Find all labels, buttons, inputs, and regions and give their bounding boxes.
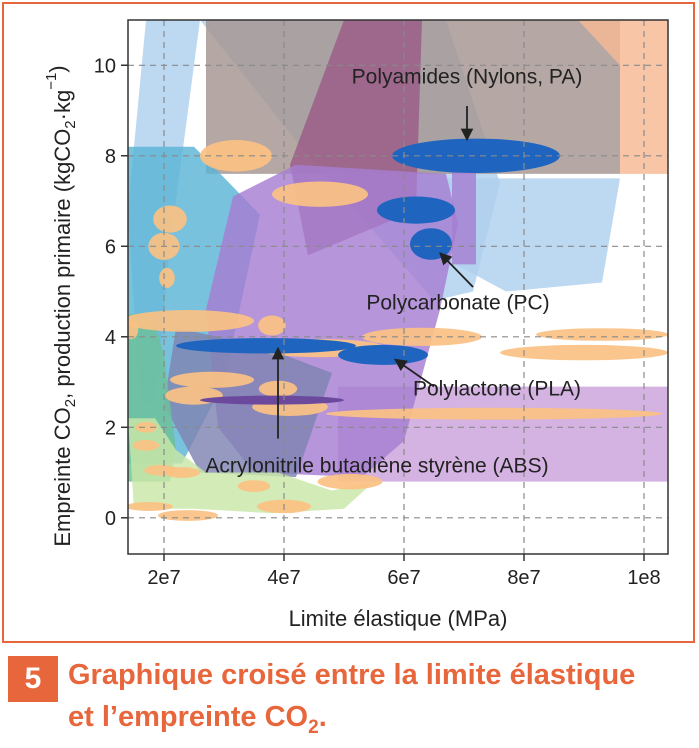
material-ellipse-orange-5	[128, 310, 254, 332]
y-axis-title-part-0: Empreinte CO	[50, 407, 75, 546]
caption-line-2-main: et l’empreinte CO	[68, 701, 309, 733]
annotation-arrow-1	[439, 252, 474, 288]
region-purple-9	[452, 160, 476, 265]
material-ellipse-darkpurple-0	[200, 395, 344, 405]
annotation-label-3: Acrylonitrile butadiène styrène (ABS)	[205, 455, 548, 478]
x-tick-label-4: 1e8	[627, 567, 660, 589]
figure-number: 5	[8, 656, 58, 702]
regions-layer	[128, 20, 668, 514]
material-ellipse-orange-8	[362, 327, 482, 346]
caption-line-2-end: .	[318, 701, 327, 733]
material-ellipse-orange-4	[159, 267, 175, 288]
ellipses-layer	[128, 138, 668, 521]
material-ellipse-orange-6	[258, 315, 286, 336]
x-tick-label-0: 2e7	[147, 567, 180, 589]
annotation-arrow-2	[393, 358, 435, 388]
y-axis-title-part-6: )	[45, 65, 70, 72]
x-tick-label-3: 8e7	[507, 567, 540, 589]
annotation-label-2: Polylactone (PLA)	[413, 378, 581, 401]
region-lightgreen-12	[128, 418, 374, 514]
annotations-layer: Polyamides (Nylons, PA) Polycarbonate (PC…	[205, 65, 582, 477]
y-axis-title-part-3: 2	[62, 120, 79, 128]
material-ellipse-orange-24	[158, 510, 218, 521]
caption-line-2: et l’empreinte CO2.	[68, 701, 327, 739]
y-axis-title-part-5: −1	[43, 73, 60, 90]
material-ellipse-blue-1	[377, 196, 455, 224]
y-tick-label-5: 10	[94, 55, 116, 77]
material-ellipse-orange-20	[237, 480, 271, 492]
material-ellipse-orange-25	[128, 320, 139, 340]
x-axis-title: Limite élastique (MPa)	[289, 606, 508, 631]
y-axis-title-part-2: , production primaire (kgCO	[50, 129, 75, 399]
material-ellipse-orange-10	[500, 344, 668, 361]
y-axis-title-part-4: ·kg	[50, 90, 75, 121]
x-tick-label-1: 4e7	[267, 567, 300, 589]
material-ellipse-blue-3	[176, 338, 356, 354]
y-tick-label-4: 8	[105, 146, 116, 168]
material-ellipse-orange-0	[200, 140, 272, 172]
material-ellipse-blue-0	[392, 138, 560, 173]
material-ellipse-orange-2	[153, 205, 187, 233]
plot-border	[127, 19, 669, 555]
material-ellipse-orange-16	[135, 421, 157, 433]
material-ellipse-orange-1	[272, 181, 368, 207]
grid-layer	[128, 20, 668, 554]
y-axis-title-part-1: 2	[62, 399, 79, 407]
material-ellipse-orange-17	[132, 440, 160, 451]
material-ellipse-orange-15	[326, 407, 662, 420]
chart: 2e7 4e7 6e7 8e7 1e8 0 2 4 6 8 10 Polyamides (Nylon…	[43, 19, 669, 631]
material-ellipse-orange-19	[164, 467, 200, 478]
y-tick-label-1: 2	[105, 417, 116, 439]
caption-line-2-sub: 2	[308, 716, 319, 738]
material-ellipse-blue-2	[410, 228, 452, 260]
annotation-label-0: Polyamides (Nylons, PA)	[352, 65, 583, 88]
material-ellipse-orange-9	[536, 328, 668, 341]
y-tick-label-0: 0	[105, 508, 116, 530]
y-axis-title: Empreinte CO2, production primaire (kgCO…	[43, 65, 79, 546]
material-ellipse-orange-11	[170, 371, 254, 388]
material-ellipse-orange-23	[128, 502, 173, 511]
region-salmon-5	[578, 20, 668, 174]
x-tick-label-2: 6e7	[387, 567, 420, 589]
caption-line-1: Graphique croisé entre la limite élastiq…	[68, 659, 636, 691]
y-tick-label-2: 4	[105, 327, 116, 349]
ticks-layer: 2e7 4e7 6e7 8e7 1e8 0 2 4 6 8 10	[94, 55, 661, 589]
material-ellipse-orange-21	[317, 473, 383, 490]
y-tick-label-3: 6	[105, 236, 116, 258]
material-ellipse-blue-4	[338, 344, 428, 365]
annotation-label-1: Polycarbonate (PC)	[366, 292, 549, 315]
